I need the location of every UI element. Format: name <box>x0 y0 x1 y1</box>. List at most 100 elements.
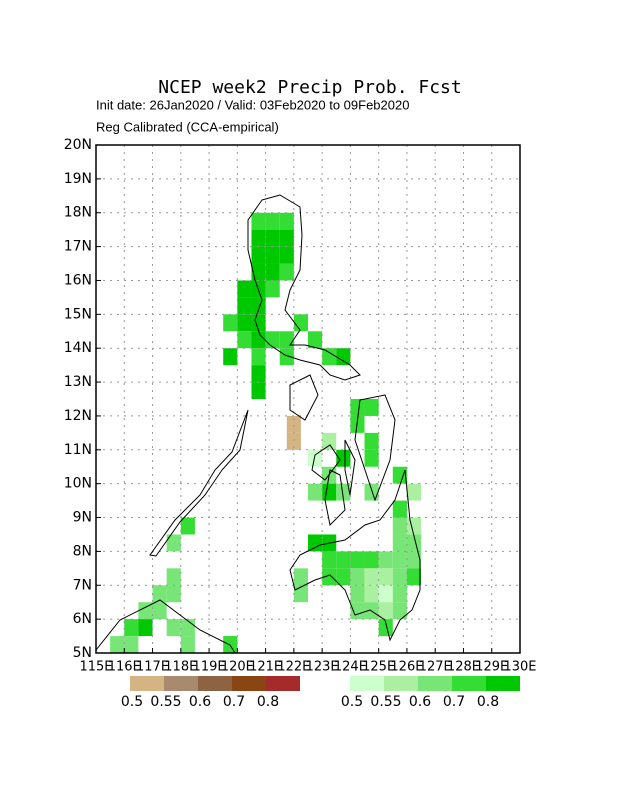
map-title: NCEP week2 Precip Prob. Fcst <box>158 77 461 98</box>
legend-swatch <box>130 676 164 691</box>
prob-cell <box>350 602 365 620</box>
prob-cell <box>392 466 407 484</box>
y-tick-label: 7N <box>73 577 92 593</box>
prob-cell <box>166 534 181 552</box>
map-frame <box>95 144 521 654</box>
x-tick-label: 118E <box>164 660 197 675</box>
coast-panay <box>311 444 341 481</box>
prob-cell <box>286 415 301 433</box>
prob-cell <box>364 568 379 586</box>
prob-cell <box>322 432 337 450</box>
x-tick-label: 115E <box>79 660 112 675</box>
legend-label: 0.55 <box>370 694 401 710</box>
legend-label: 0.5 <box>341 694 363 710</box>
prob-cell <box>308 483 323 501</box>
prob-cell <box>364 399 379 416</box>
prob-cell <box>392 517 407 535</box>
prob-cell <box>308 534 323 552</box>
prob-cell <box>237 331 252 349</box>
x-tick-label: 122E <box>277 660 310 675</box>
y-tick-label: 20N <box>64 137 92 153</box>
prob-cell <box>392 602 407 620</box>
prob-cell <box>322 483 337 501</box>
legend-swatch <box>384 676 418 691</box>
y-tick-label: 11N <box>64 442 92 458</box>
coast-luzon <box>247 194 361 381</box>
y-tick-label: 12N <box>64 408 92 424</box>
prob-cell <box>265 263 280 281</box>
legend-label: 0.5 <box>121 694 143 710</box>
prob-cell <box>392 551 407 569</box>
prob-cell <box>364 449 379 467</box>
prob-cell <box>251 382 266 399</box>
prob-cell <box>265 229 280 247</box>
prob-cell <box>406 517 422 535</box>
prob-cell <box>350 399 365 416</box>
prob-cell <box>152 602 167 620</box>
x-tick-label: 126E <box>390 660 423 675</box>
x-tick-label: 124E <box>334 660 367 675</box>
legend-swatch <box>164 676 198 691</box>
y-tick-label: 14N <box>64 340 92 356</box>
prob-cell <box>237 280 252 298</box>
legend-label: 0.55 <box>150 694 181 710</box>
legend-label: 0.6 <box>189 694 211 710</box>
prob-cell <box>406 483 422 501</box>
legend-label: 0.6 <box>409 694 431 710</box>
y-tick-label: 13N <box>64 374 92 390</box>
prob-cell <box>124 636 139 653</box>
legend-swatch <box>232 676 266 691</box>
prob-cell <box>392 500 407 518</box>
prob-cell <box>336 551 351 569</box>
prob-cell <box>336 568 351 586</box>
prob-cell <box>251 348 266 366</box>
prob-cell <box>237 297 252 315</box>
x-tick-label: 123E <box>306 660 339 675</box>
legend-label: 0.8 <box>477 694 499 710</box>
prob-cell <box>378 551 393 569</box>
prob-cell <box>378 568 393 586</box>
legend-swatch <box>486 676 520 691</box>
legend: 0.5 0.55 0.6 0.7 0.8 0.5 0.55 0.6 0.7 0.8 <box>121 676 520 710</box>
y-tick-label: 5N <box>73 645 92 661</box>
prob-cell <box>251 314 266 332</box>
prob-cell <box>279 348 294 366</box>
y-tick-label: 8N <box>73 543 92 559</box>
prob-cell <box>251 229 266 247</box>
prob-cell <box>350 568 365 586</box>
legend-swatch <box>452 676 486 691</box>
x-tick-label: 125E <box>362 660 395 675</box>
prob-cell <box>279 212 294 230</box>
prob-cell <box>251 331 266 349</box>
prob-cell <box>364 551 379 569</box>
prob-cell <box>180 517 195 535</box>
y-tick-label: 9N <box>73 510 92 526</box>
prob-cell <box>223 314 238 332</box>
x-tick-label: 130E <box>503 660 536 675</box>
prob-cell <box>364 585 379 603</box>
prob-cell <box>378 619 393 637</box>
prob-cell <box>251 263 266 281</box>
coast-palawan <box>149 409 249 557</box>
y-tick-label: 6N <box>73 611 92 627</box>
legend-label: 0.8 <box>257 694 279 710</box>
prob-cell <box>406 568 422 586</box>
x-tick-label: 127E <box>419 660 452 675</box>
prob-cell <box>251 297 266 315</box>
prob-cell <box>279 246 294 264</box>
prob-cell <box>392 585 407 603</box>
prob-cell <box>279 229 294 247</box>
prob-cell <box>406 551 422 569</box>
coast-samar-leyte <box>354 394 396 502</box>
prob-cell <box>279 331 294 349</box>
legend-swatch <box>266 676 300 691</box>
prob-cell <box>265 246 280 264</box>
prob-cell <box>364 432 379 450</box>
prob-cell <box>265 280 280 298</box>
prob-cell <box>350 585 365 603</box>
legend-label: 0.7 <box>223 694 245 710</box>
y-tick-label: 18N <box>64 205 92 221</box>
prob-cell <box>293 314 308 332</box>
prob-cell <box>308 331 323 349</box>
prob-cell <box>322 348 337 366</box>
